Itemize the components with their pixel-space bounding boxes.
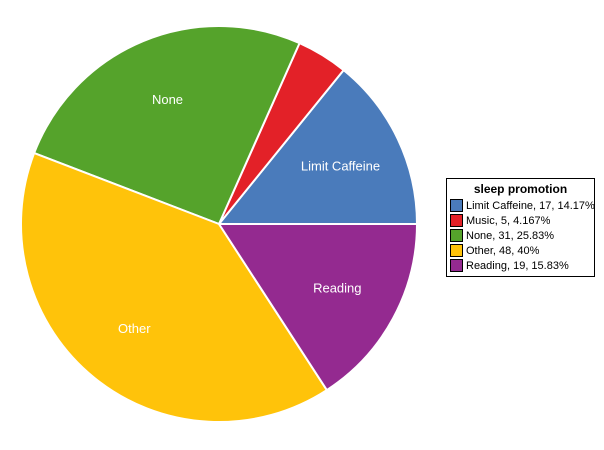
legend-swatch-music	[450, 214, 463, 227]
legend-label-reading: Reading, 19, 15.83%	[466, 259, 569, 272]
slice-label-reading: Reading	[313, 281, 361, 296]
legend-title: sleep promotion	[473, 182, 568, 196]
pie-slice-limit-caffeine[interactable]	[218, 69, 418, 225]
slice-label-other: Other	[118, 321, 151, 336]
legend-label-other: Other, 48, 40%	[466, 244, 540, 257]
legend-item-limit-caffeine[interactable]: Limit Caffeine, 17, 14.17%	[450, 198, 595, 213]
slice-label-limit-caffeine: Limit Caffeine	[301, 159, 380, 174]
legend-items: Limit Caffeine, 17, 14.17% Music, 5, 4.16…	[450, 198, 595, 273]
legend-swatch-none	[450, 229, 463, 242]
slice-label-none: None	[152, 92, 183, 107]
legend: sleep promotion Limit Caffeine, 17, 14.1…	[446, 178, 595, 277]
legend-label-music: Music, 5, 4.167%	[466, 214, 551, 227]
legend-item-other[interactable]: Other, 48, 40%	[450, 243, 591, 258]
legend-item-music[interactable]: Music, 5, 4.167%	[450, 213, 591, 228]
legend-item-reading[interactable]: Reading, 19, 15.83%	[450, 258, 591, 273]
legend-item-none[interactable]: None, 31, 25.83%	[450, 228, 591, 243]
legend-swatch-other	[450, 244, 463, 257]
legend-label-limit-caffeine: Limit Caffeine, 17, 14.17%	[466, 199, 595, 212]
legend-label-none: None, 31, 25.83%	[466, 229, 555, 242]
legend-swatch-reading	[450, 259, 463, 272]
pie-slice-none[interactable]	[33, 25, 301, 225]
pie-slice-other[interactable]	[20, 152, 328, 424]
pie-slice-reading[interactable]	[218, 223, 418, 392]
legend-swatch-limit-caffeine	[450, 199, 463, 212]
